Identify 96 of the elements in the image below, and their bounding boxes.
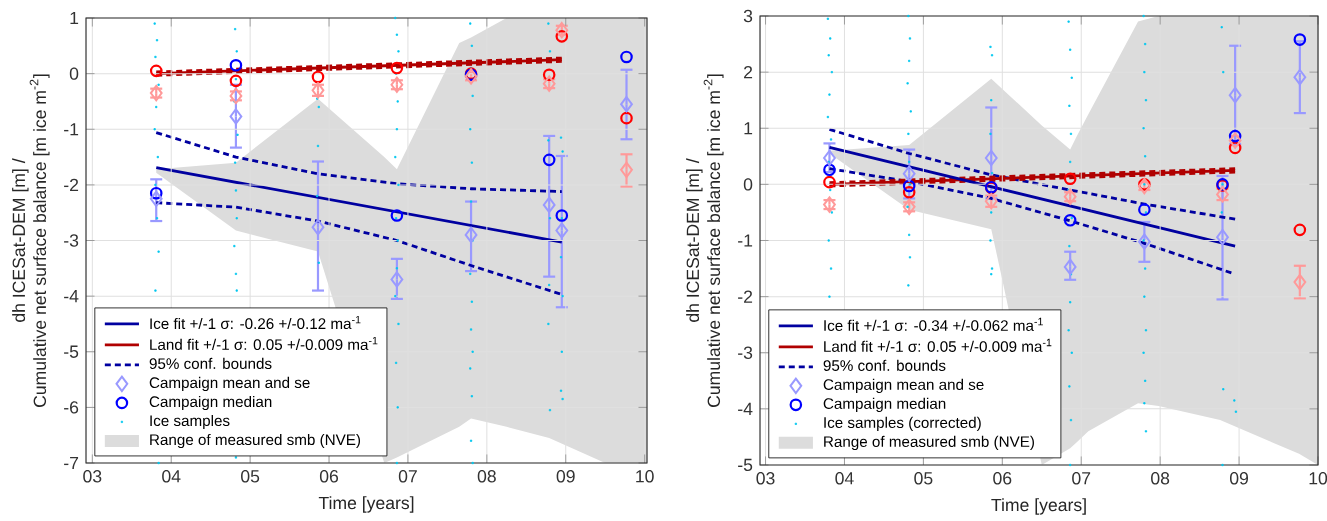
y-tick-label: -6: [64, 401, 79, 414]
point: [902, 179, 916, 193]
legend-label: Campaign mean and se: [823, 378, 984, 393]
point: [149, 64, 163, 78]
y-tick-label: 2: [744, 65, 753, 79]
legend-label: Land fit +/-1 σ: 0.05 +/-0.009 ma$^{-1}$: [824, 338, 1052, 352]
y-axis-title: dh ICESat-DEM [m] / Cumulative net surface balance [m ice m$^{-2}$]: [12, 74, 50, 407]
x-tick-label: 10: [1309, 472, 1327, 485]
legend-label: Ice samples: [150, 414, 230, 430]
x-tick-label: 06: [993, 472, 1012, 485]
x-tick-label: 08: [477, 470, 496, 483]
x-tick-label: 07: [398, 470, 417, 483]
x-tick-label: 05: [241, 470, 260, 483]
point: [542, 153, 556, 167]
point: [542, 196, 556, 214]
legend-label: Range of measured smb (NVE): [150, 433, 361, 449]
point: [1228, 86, 1242, 104]
point: [1228, 141, 1242, 155]
point: [823, 175, 836, 189]
point: [149, 190, 163, 207]
point: [1137, 177, 1151, 195]
legend-label: 95% conf. bounds: [823, 359, 946, 371]
y-tick-label: -3: [64, 234, 79, 247]
point: [311, 70, 325, 84]
point: [1293, 68, 1307, 86]
legend-label: Range of measured smb (NVE): [824, 435, 1034, 451]
y-tick-label: -2: [64, 178, 79, 192]
x-tick-label: 03: [756, 472, 775, 485]
point: [1063, 258, 1077, 276]
point: [390, 209, 404, 222]
y-tick-label: -5: [738, 458, 753, 472]
point: [902, 185, 916, 199]
y-axis-title: dh ICESat-DEM [m] / Cumulative net surface balance [m ice m$^{-2}$]: [686, 74, 724, 407]
point: [1063, 214, 1077, 227]
x-tick-label: 04: [835, 472, 854, 485]
y-tick-label: -5: [64, 345, 79, 358]
legend-label: Ice fit +/-1 σ: -0.34 +/-0.062 ma$^{-1}$: [824, 317, 1043, 331]
y-tick-label: 0: [743, 178, 753, 191]
x-tick-label: 08: [1151, 472, 1170, 485]
legend-label: Campaign mean and se: [149, 376, 310, 392]
y-tick-label: -4: [64, 290, 79, 303]
point: [902, 165, 916, 182]
point: [1137, 233, 1151, 250]
point: [464, 226, 478, 244]
point: [390, 61, 404, 75]
point: [555, 222, 569, 239]
point: [823, 149, 836, 167]
legend-label: Land fit +/-1 σ: 0.05 +/-0.009 ma$^{-1}$: [150, 336, 378, 351]
x-tick-label: 03: [83, 470, 102, 483]
x-tick-label: 10: [636, 470, 654, 483]
point: [620, 96, 633, 113]
point: [1138, 203, 1151, 216]
point: [1293, 273, 1307, 291]
y-tick-label: 0: [69, 67, 79, 80]
point: [311, 218, 325, 236]
x-tick-label: 05: [914, 472, 933, 485]
legend-label: Campaign median: [823, 397, 946, 412]
y-tick-label: -1: [738, 234, 753, 247]
point: [229, 108, 243, 125]
point: [390, 271, 404, 288]
x-tick-label: 07: [1072, 472, 1091, 485]
x-tick-label: 09: [556, 470, 575, 483]
x-axis-title: Time [years]: [991, 498, 1086, 515]
legend-label: Ice samples (corrected): [824, 416, 981, 432]
point: [1063, 172, 1077, 186]
y-tick-label: -7: [64, 456, 79, 470]
point: [1216, 228, 1229, 246]
x-tick-label: 09: [1229, 472, 1249, 485]
y-tick-label: -2: [738, 290, 753, 303]
point: [620, 50, 633, 64]
point: [620, 111, 633, 125]
x-axis-title: Time [years]: [318, 496, 414, 513]
point: [542, 68, 556, 82]
y-tick-label: 1: [744, 122, 753, 135]
legend-label: Ice fit +/-1 σ: -0.26 +/-0.12 ma$^{-1}$: [150, 315, 361, 330]
line-series: [828, 127, 1237, 221]
point: [984, 149, 998, 167]
y-tick-label: -1: [64, 123, 79, 136]
x-tick-label: 06: [319, 470, 339, 483]
y-tick-label: -4: [738, 402, 753, 415]
y-tick-label: 3: [743, 9, 753, 23]
y-tick-label: 1: [70, 11, 79, 25]
y-tick-label: -3: [738, 346, 753, 359]
point: [229, 74, 243, 88]
point: [555, 209, 569, 222]
legend-label: 95% conf. bounds: [149, 357, 272, 370]
x-tick-label: 04: [162, 470, 181, 483]
point: [229, 58, 243, 72]
point: [1228, 129, 1242, 143]
point: [823, 163, 836, 177]
point: [555, 30, 569, 43]
point: [1293, 223, 1307, 237]
legend-label: Campaign median: [149, 395, 272, 411]
point: [149, 186, 163, 200]
point: [620, 161, 633, 179]
point: [1293, 33, 1307, 46]
